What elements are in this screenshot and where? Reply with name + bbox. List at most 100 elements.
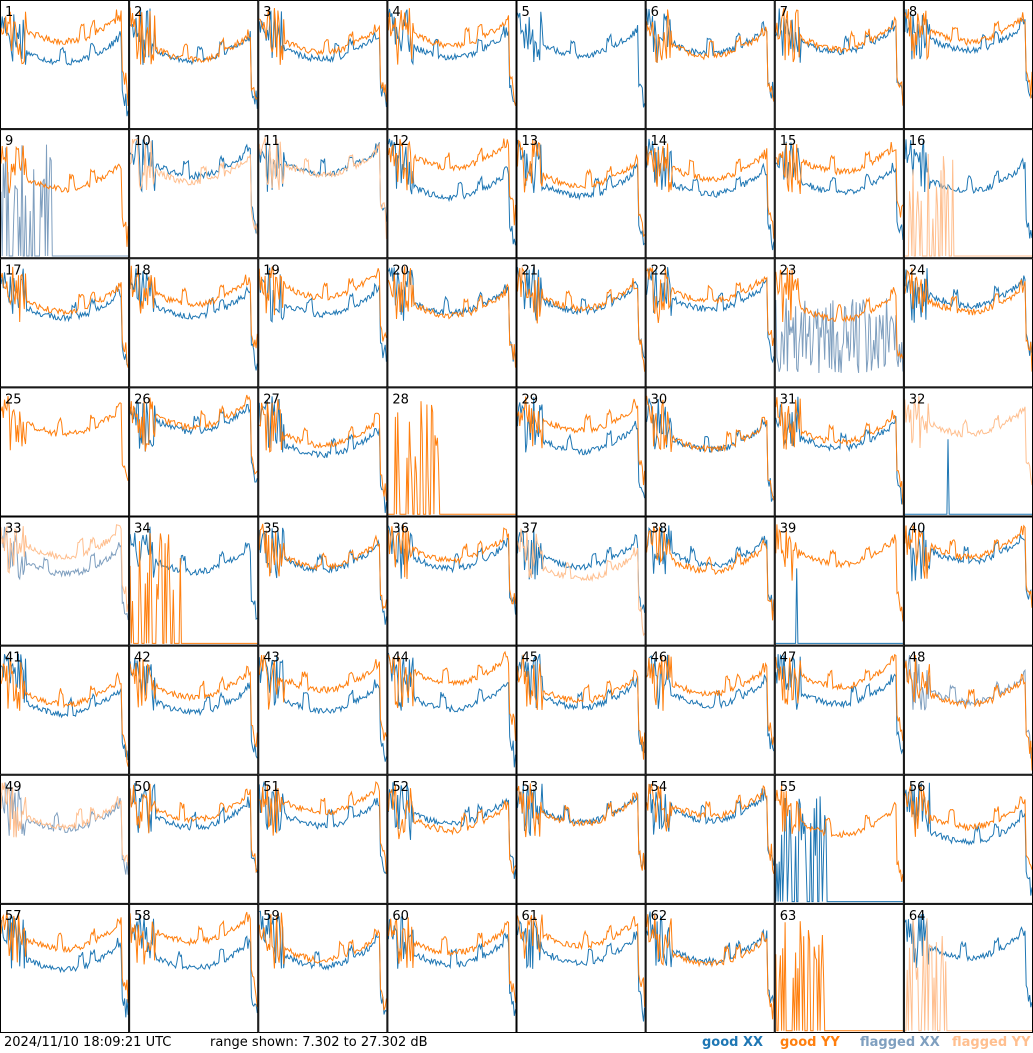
tile-2: 2 xyxy=(129,0,259,130)
tile-32-yy-line xyxy=(904,396,1033,486)
tile-37-yy-line xyxy=(517,528,646,637)
tile-33-yy-line xyxy=(0,524,129,612)
tile-44: 44 xyxy=(387,645,517,775)
tile-15-yy-line xyxy=(775,142,904,218)
tile-21-label: 21 xyxy=(522,263,539,278)
tile-31-yy-line xyxy=(775,397,904,505)
tile-30-label: 30 xyxy=(651,392,668,407)
tile-38-label: 38 xyxy=(651,522,668,537)
tile-43-xx-line xyxy=(258,655,387,762)
tile-36-label: 36 xyxy=(392,522,409,537)
tile-42-label: 42 xyxy=(134,651,151,666)
tile-31-xx-line xyxy=(775,396,904,505)
tile-50-yy-line xyxy=(129,783,258,874)
tile-10: 10 xyxy=(129,129,259,259)
tile-7-frame xyxy=(774,0,904,130)
tile-1: 1 xyxy=(0,0,130,130)
tile-45-xx-line xyxy=(517,653,646,753)
tile-45-yy-line xyxy=(517,654,646,760)
tile-63-label: 63 xyxy=(780,909,797,924)
tile-6-frame xyxy=(645,0,775,130)
tile-45-label: 45 xyxy=(522,651,539,666)
tile-41-frame xyxy=(0,645,130,775)
tile-29-yy-line xyxy=(517,396,646,486)
tile-6-label: 6 xyxy=(651,5,659,20)
tile-55: 55 xyxy=(774,774,904,904)
tile-6-yy-line xyxy=(646,9,775,102)
tile-58: 58 xyxy=(129,903,259,1033)
tile-55-label: 55 xyxy=(780,780,797,795)
tile-46-yy-line xyxy=(646,654,775,745)
tile-35-xx-line xyxy=(258,527,387,625)
range-text: range shown: 7.302 to 27.302 dB xyxy=(210,1035,428,1050)
tile-54-yy-line xyxy=(646,783,775,875)
tile-51: 51 xyxy=(258,774,388,904)
tile-12-label: 12 xyxy=(392,134,409,149)
tile-54-xx-line xyxy=(646,784,775,866)
tile-36-frame xyxy=(387,516,517,646)
tile-26-yy-line xyxy=(129,394,258,475)
tile-59-label: 59 xyxy=(263,909,280,924)
tile-54-frame xyxy=(645,774,775,904)
tile-37-xx-line xyxy=(517,528,646,613)
tile-7-xx-line xyxy=(775,8,904,100)
tile-40-label: 40 xyxy=(909,522,926,537)
tile-28-frame xyxy=(387,387,517,517)
tile-3-label: 3 xyxy=(263,5,271,20)
tile-30: 30 xyxy=(645,387,775,517)
tile-27: 27 xyxy=(258,387,388,517)
tile-46-frame xyxy=(645,645,775,775)
tile-31-frame xyxy=(774,387,904,517)
tile-3-xx-line xyxy=(258,9,387,108)
tile-13-label: 13 xyxy=(522,134,539,149)
tile-42-xx-line xyxy=(129,657,258,759)
tile-42: 42 xyxy=(129,645,259,775)
tile-35: 35 xyxy=(258,516,388,646)
tile-63: 63 xyxy=(774,903,904,1033)
tile-44-xx-line xyxy=(387,652,516,768)
tile-63-frame xyxy=(774,903,904,1033)
tile-52-label: 52 xyxy=(392,780,409,795)
tile-57-yy-line xyxy=(0,911,129,1003)
tile-44-label: 44 xyxy=(392,651,409,666)
tile-57-label: 57 xyxy=(5,909,22,924)
tile-7-yy-line xyxy=(775,8,904,106)
tile-22-frame xyxy=(645,258,775,388)
tile-6: 6 xyxy=(645,0,775,130)
tile-17-yy-line xyxy=(0,266,129,368)
tile-3-frame xyxy=(258,0,388,130)
tile-42-yy-line xyxy=(129,653,258,748)
tile-25-label: 25 xyxy=(5,392,22,407)
tile-19-xx-line xyxy=(258,267,387,362)
tile-60: 60 xyxy=(387,903,517,1033)
tile-14-label: 14 xyxy=(651,134,668,149)
tile-56-label: 56 xyxy=(909,780,926,795)
tile-11-yy-line xyxy=(258,137,387,239)
tile-29: 29 xyxy=(516,387,646,517)
tile-55-yy-line xyxy=(775,784,904,882)
tile-5: 5 xyxy=(516,0,646,130)
legend-good-yy: good YY xyxy=(780,1035,840,1050)
tile-41: 41 xyxy=(0,645,130,775)
tile-34-yy-line xyxy=(129,533,258,644)
tile-57: 57 xyxy=(0,903,130,1033)
tile-18: 18 xyxy=(129,258,259,388)
tile-59-frame xyxy=(258,903,388,1033)
footer: 2024/11/10 18:09:21 UTC range shown: 7.3… xyxy=(0,1033,1033,1053)
tile-35-frame xyxy=(258,516,388,646)
tile-53-yy-line xyxy=(517,783,646,871)
tile-21: 21 xyxy=(516,258,646,388)
tile-40-yy-line xyxy=(904,524,1033,608)
tile-47-yy-line xyxy=(775,653,904,741)
tile-9: 9 xyxy=(0,129,130,259)
tile-50-label: 50 xyxy=(134,780,151,795)
tile-33-label: 33 xyxy=(5,522,22,537)
tile-12-yy-line xyxy=(387,138,516,226)
tile-49-xx-line xyxy=(0,781,129,875)
tile-58-label: 58 xyxy=(134,909,151,924)
tile-24-xx-line xyxy=(904,268,1033,356)
tile-1-yy-line xyxy=(0,9,129,107)
tile-33-xx-line xyxy=(0,526,129,621)
tile-46-xx-line xyxy=(646,654,775,752)
tile-58-xx-line xyxy=(129,914,258,1014)
